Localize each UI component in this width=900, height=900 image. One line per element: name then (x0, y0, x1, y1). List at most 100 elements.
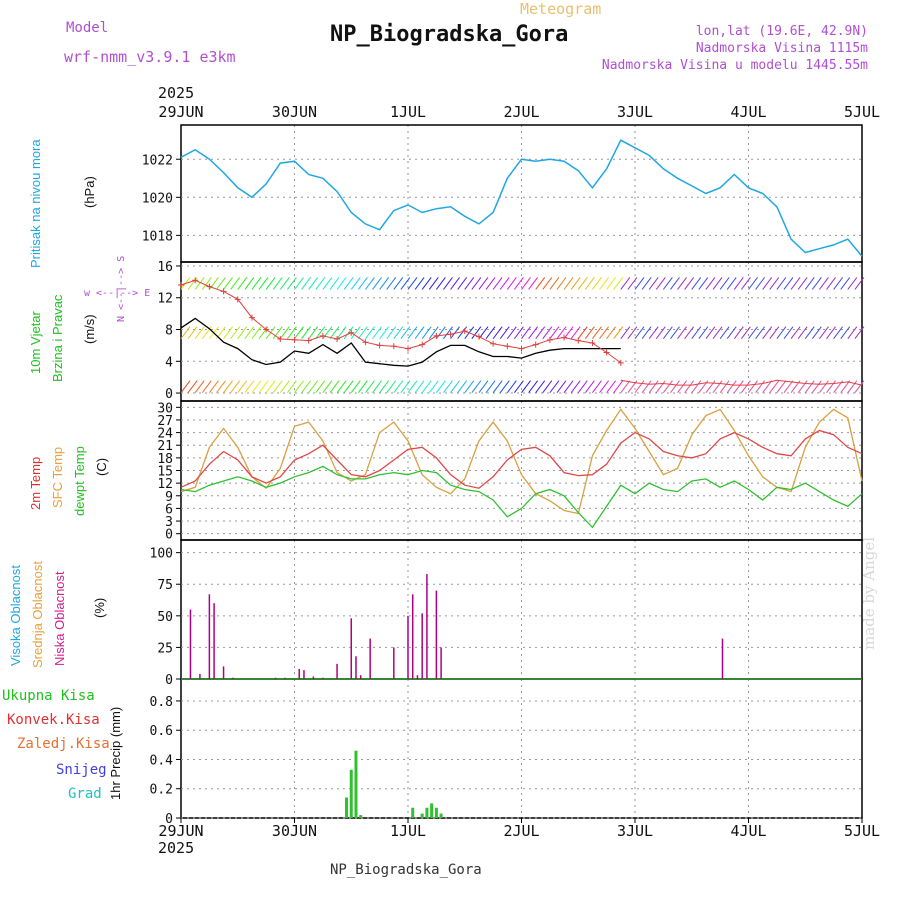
y-tick-label: 50 (157, 610, 173, 625)
wind-barb (372, 380, 382, 394)
wind-barb (719, 380, 730, 394)
wind-barb (244, 277, 255, 290)
wind-barb (386, 277, 397, 290)
wind-barb (230, 326, 241, 339)
wind-barb (492, 326, 503, 339)
wind-barb (563, 277, 574, 290)
x-tick-label-bottom: 4JUL (730, 822, 766, 840)
wind-barb (400, 326, 411, 339)
precip-bar (349, 769, 353, 818)
wind-barb (748, 326, 758, 339)
wind-barb (811, 277, 822, 290)
wind-barb (641, 380, 652, 394)
wind-barb (379, 326, 390, 339)
precip-bar (434, 807, 438, 818)
wind-barb (428, 326, 439, 339)
y-tick-label: 0 (165, 387, 173, 402)
y-tick-label: 8 (165, 324, 173, 339)
y-tick-label: 24 (157, 427, 173, 442)
wind-barb (329, 380, 340, 394)
wind-barb (194, 380, 205, 394)
y-tick-label: 27 (157, 414, 173, 429)
wind-gust-line (180, 279, 622, 364)
x-tick-label-bottom: 29JUN (158, 822, 203, 840)
wind-barb (684, 380, 695, 394)
wind-barb (677, 326, 687, 339)
wind-barb (244, 326, 255, 339)
wind-barb (648, 380, 659, 394)
wind-barb (521, 326, 531, 339)
wind-barb (769, 277, 780, 290)
x-tick-label-bottom: 3JUL (617, 822, 653, 840)
wind-barb (655, 277, 666, 290)
wind-barb (783, 380, 794, 394)
wind-barb (542, 277, 553, 290)
wind-barb (662, 326, 673, 339)
wind-barb (762, 380, 773, 394)
wind-barb (194, 277, 205, 290)
wind-barb (272, 277, 283, 290)
wind-barb (584, 277, 595, 290)
wind-barb (776, 277, 787, 290)
wind-barb (684, 277, 695, 290)
wind-barb (726, 326, 737, 339)
wind-barb (237, 277, 248, 290)
wind-barb (719, 326, 730, 339)
y-tick-label: 100 (150, 547, 173, 562)
wind-barb (251, 326, 262, 339)
wind-barb (769, 380, 780, 394)
wind-barb (641, 277, 652, 290)
sfc-temp-line (180, 408, 863, 515)
y-tick-label: 3 (165, 515, 173, 530)
wind-barb (726, 380, 737, 394)
wind-barb (315, 326, 326, 339)
x-tick-label-top: 5JUL (844, 103, 880, 121)
wind-barb (599, 277, 609, 290)
wind-barb (648, 326, 659, 339)
wind-barb (428, 277, 439, 290)
wind-barb (350, 326, 361, 339)
wind-barb (691, 326, 702, 339)
y-tick-label: 18 (157, 452, 173, 467)
wind-barb (400, 277, 411, 290)
wind-barb (492, 380, 503, 394)
elevation-label: Nadmorska Visina 1115m (695, 41, 868, 56)
y-tick-label: 6 (165, 502, 173, 517)
wind-barb (514, 380, 524, 394)
wind-barb (620, 277, 631, 290)
wind-barb (620, 380, 631, 394)
wind-barb (712, 380, 723, 394)
gust-marker (376, 342, 383, 349)
wind-barb (762, 277, 773, 290)
wind-barb (670, 380, 680, 394)
wind-barb (514, 326, 524, 339)
wind-barb (691, 277, 702, 290)
wind-barb (336, 326, 347, 339)
dewpt-line (180, 465, 863, 529)
wind-barb (400, 380, 411, 394)
wind-barb (556, 277, 567, 290)
wind-barb (670, 277, 680, 290)
precip-bar (354, 750, 358, 818)
wind-barb (450, 277, 460, 290)
wind-barb (670, 326, 680, 339)
wind-barb (506, 277, 517, 290)
wind-barb (506, 380, 517, 394)
gust-marker (475, 333, 482, 340)
wind-barb (471, 277, 482, 290)
precip-snow-label: Snijeg (56, 762, 107, 778)
wind-barb (386, 326, 397, 339)
wind-barb (301, 380, 311, 394)
wind-barb (826, 277, 836, 290)
wind-barb (826, 326, 836, 339)
wind-barb (655, 326, 666, 339)
wind-barb (372, 326, 382, 339)
wind-barb (287, 326, 297, 339)
wind-barb (365, 380, 375, 394)
wind-barb (769, 326, 780, 339)
wind-barb (592, 277, 602, 290)
y-tick-label: 0 (165, 812, 173, 827)
gust-marker (447, 331, 454, 338)
wind-barb (691, 380, 702, 394)
x-tick-label-top: 1JUL (390, 103, 426, 121)
